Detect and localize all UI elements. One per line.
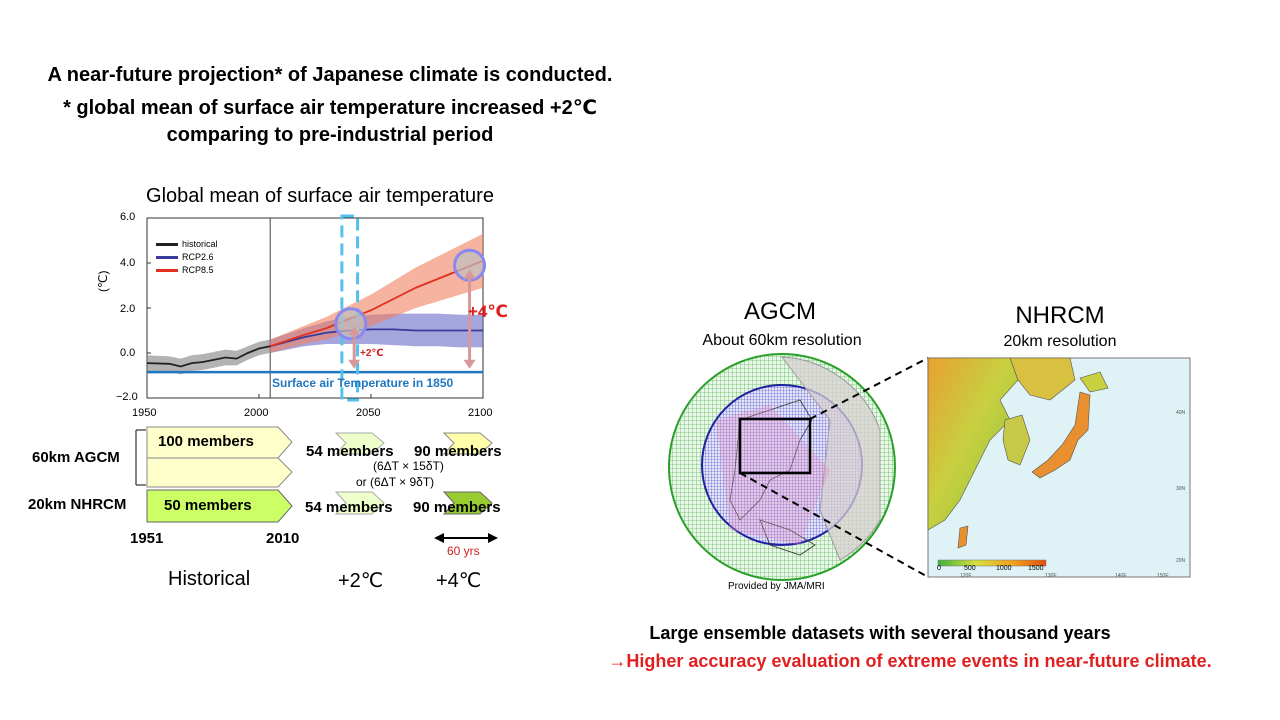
map-lat-tick: 20N xyxy=(1176,558,1186,564)
y-tick-label: 2.0 xyxy=(120,303,136,315)
globe-cutaway xyxy=(780,356,881,561)
agcm-subtitle: About 60km resolution xyxy=(702,332,862,349)
plus4-annotation: +4℃ xyxy=(468,302,508,321)
plus4-arrow-head-bottom xyxy=(463,359,476,369)
ensemble-diagram xyxy=(135,426,498,543)
y-tick-label: 0.0 xyxy=(120,347,136,359)
agcm-plus2-chevron xyxy=(334,432,385,455)
nhrcm-plus4-chevron xyxy=(442,491,493,515)
series-line-1 xyxy=(269,328,483,348)
x-tick-label: 1950 xyxy=(132,407,157,419)
x-tick-label: 2100 xyxy=(468,407,493,419)
plus4-arrow-head-top xyxy=(463,269,476,279)
nhrcm-subtitle: 20km resolution xyxy=(1003,333,1117,350)
colorbar-tick: 1000 xyxy=(996,565,1012,572)
footer-line-1: Large ensemble datasets with several tho… xyxy=(649,623,1111,643)
plus2-marker xyxy=(334,307,368,341)
chart-legend: historical RCP2.6 RCP8.5 xyxy=(156,238,218,277)
y-tick-label: 6.0 xyxy=(120,211,136,223)
nhrcm-plus2-chevron xyxy=(334,491,385,515)
agcm-plus4-chevron xyxy=(442,432,493,455)
map-lon-tick: 120E xyxy=(960,573,972,579)
nhrcm-row-label: 20km NHRCM xyxy=(28,496,127,513)
legend-item-rcp85: RCP8.5 xyxy=(156,264,218,277)
map-lon-tick: 130E xyxy=(1045,573,1057,579)
year-start-label: 1951 xyxy=(130,530,164,547)
agcm-plus2-note-2: or (6ΔT × 9δT) xyxy=(356,475,435,489)
nhrcm-regional-map xyxy=(927,357,1191,578)
footer-line-2: →Higher accuracy evaluation of extreme e… xyxy=(608,651,1212,671)
map-lon-tick: 150E xyxy=(1157,573,1169,579)
series-line-2 xyxy=(269,259,484,348)
legend-item-historical: historical xyxy=(156,238,218,251)
globe-landmass xyxy=(729,399,813,521)
header-line-3: comparing to pre-industrial period xyxy=(166,124,494,146)
duration-label: 60 yrs xyxy=(447,544,480,558)
chart-title: Global mean of surface air temperature xyxy=(146,185,494,207)
map-lon-tick: 140E xyxy=(1115,573,1127,579)
nhrcm-historical-arrow xyxy=(146,489,293,523)
colorbar-tick: 500 xyxy=(964,565,976,572)
plus2-arrow-head-bottom xyxy=(348,359,361,369)
agcm-title: AGCM xyxy=(744,298,816,325)
series-band-2 xyxy=(270,233,483,353)
nhrcm-plus4-members: 90 members xyxy=(413,499,501,516)
series-line-0 xyxy=(146,345,271,368)
plus2-arrow-head-top xyxy=(348,326,361,335)
nhrcm-historical-members: 50 members xyxy=(164,497,252,514)
provider-credit: Provided by JMA/MRI xyxy=(728,581,825,592)
agcm-row-label: 60km AGCM xyxy=(32,449,120,466)
plus2-annotation: +2℃ xyxy=(360,348,384,359)
elevation-colorbar xyxy=(937,559,1047,567)
agcm-historical-arrow-lower xyxy=(146,457,293,488)
header-line-2: * global mean of surface air temperature… xyxy=(63,97,597,119)
baseline-label: Surface air Temperature in 1850 xyxy=(272,376,454,390)
period-plus4: +4℃ xyxy=(436,570,482,592)
y-tick-label: 4.0 xyxy=(120,257,136,269)
x-tick-label: 2000 xyxy=(244,407,269,419)
agcm-historical-arrow xyxy=(146,426,293,459)
map-lat-tick: 40N xyxy=(1176,410,1186,416)
colorbar-tick: 0 xyxy=(937,565,941,572)
plus2-window xyxy=(340,214,360,402)
duration-arrow xyxy=(434,533,498,543)
temperature-chart xyxy=(135,214,498,543)
header-line-1: A near-future projection* of Japanese cl… xyxy=(47,64,613,86)
nhrcm-domain-box xyxy=(738,417,812,475)
agcm-historical-members: 100 members xyxy=(158,433,254,450)
agcm-plus2-members: 54 members xyxy=(306,443,394,460)
legend-item-rcp26: RCP2.6 xyxy=(156,251,218,264)
nhrcm-title: NHRCM xyxy=(1015,302,1105,329)
y-tick-label: −2.0 xyxy=(116,391,138,403)
x-tick-label: 2050 xyxy=(356,407,381,419)
map-lat-tick: 30N xyxy=(1176,486,1186,492)
period-historical: Historical xyxy=(168,568,251,590)
agcm-plus2-note-1: (6ΔT × 15δT) xyxy=(373,459,444,473)
nhrcm-plus2-members: 54 members xyxy=(305,499,393,516)
colorbar-tick: 1500 xyxy=(1028,565,1044,572)
agcm-plus4-members: 90 members xyxy=(414,443,502,460)
period-plus2: +2℃ xyxy=(338,570,384,592)
year-end-label: 2010 xyxy=(266,530,300,547)
